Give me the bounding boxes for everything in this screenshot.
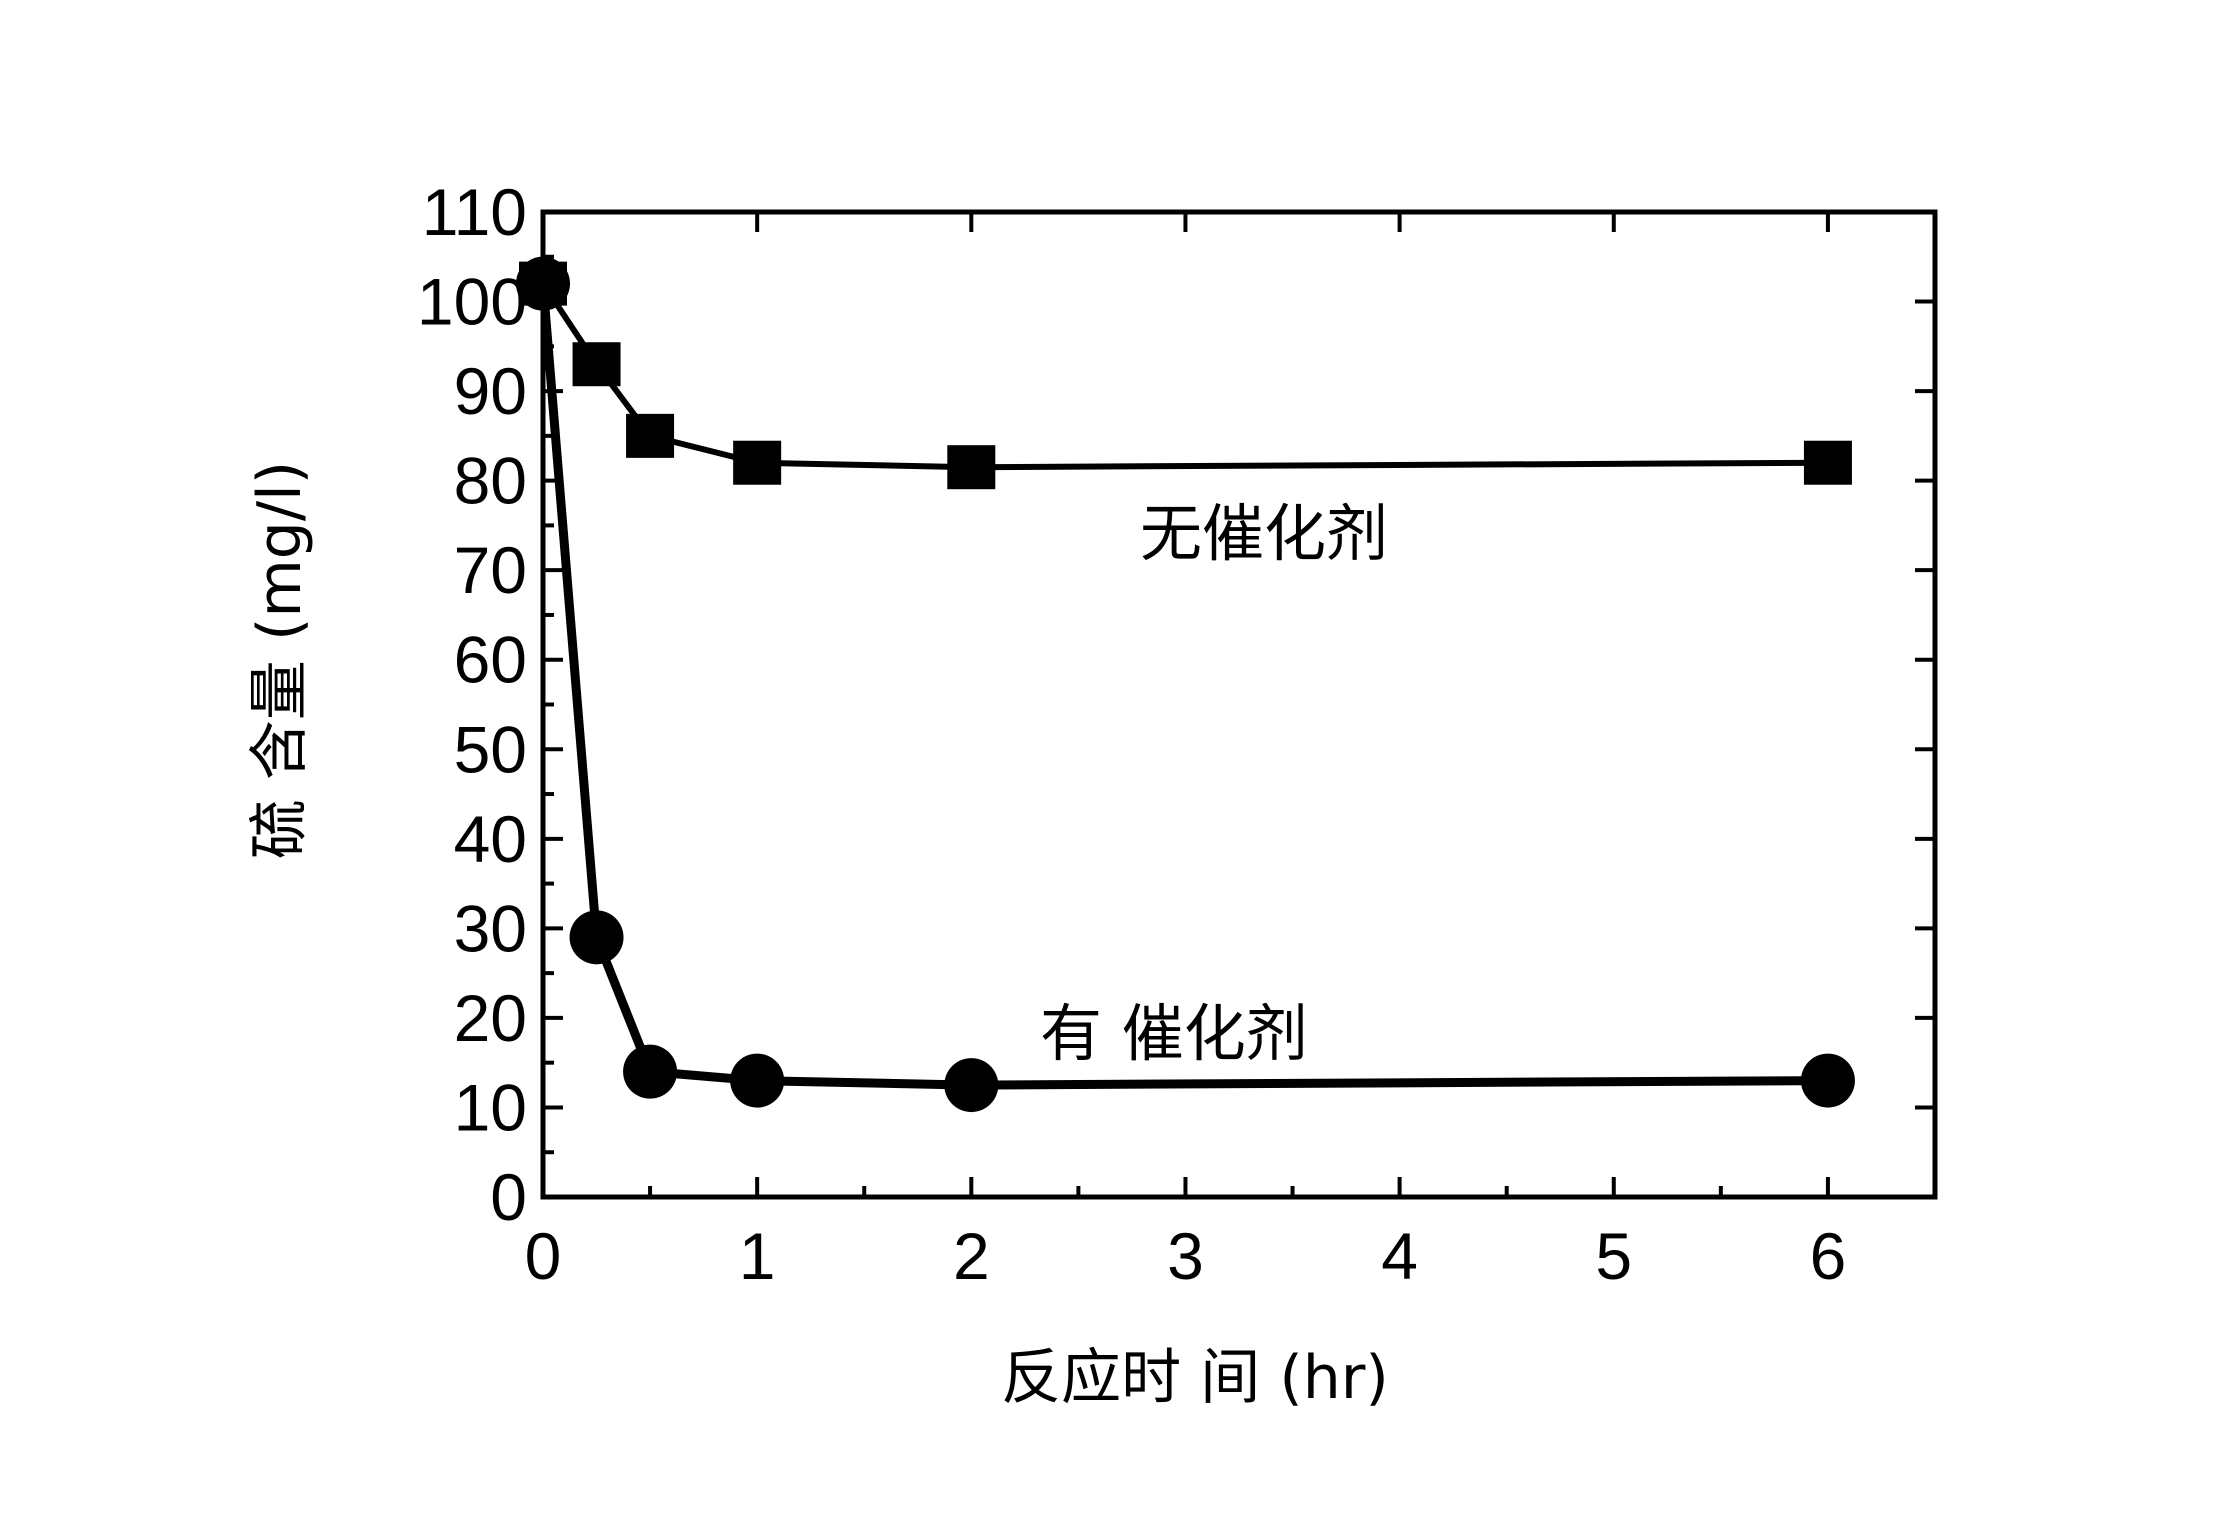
data-point-square bbox=[573, 342, 621, 386]
x-tick-label: 2 bbox=[953, 1219, 990, 1293]
x-tick-label: 0 bbox=[525, 1219, 562, 1293]
y-tick-label: 60 bbox=[454, 623, 527, 697]
data-point-circle bbox=[623, 1045, 677, 1099]
y-tick-label: 50 bbox=[454, 712, 527, 786]
data-point-circle bbox=[944, 1058, 998, 1112]
x-tick-label: 5 bbox=[1595, 1219, 1632, 1293]
data-point-circle bbox=[516, 257, 570, 311]
y-tick-label: 0 bbox=[490, 1160, 527, 1234]
series-label-with-catalyst: 有 催化剂 bbox=[1040, 997, 1308, 1070]
x-tick-label: 1 bbox=[739, 1219, 776, 1293]
y-tick-label: 40 bbox=[454, 802, 527, 876]
series-line-with-catalyst bbox=[543, 284, 1828, 1085]
series-label-no-catalyst: 无催化剂 bbox=[1140, 497, 1388, 570]
y-tick-label: 90 bbox=[454, 354, 527, 428]
y-tick-label: 70 bbox=[454, 533, 527, 607]
y-tick-label: 100 bbox=[417, 265, 527, 339]
y-tick-label: 20 bbox=[454, 981, 527, 1055]
x-tick-label: 3 bbox=[1167, 1219, 1204, 1293]
y-tick-label: 110 bbox=[422, 175, 527, 249]
data-point-square bbox=[947, 445, 995, 489]
series-line-no-catalyst bbox=[543, 284, 1828, 468]
data-point-square bbox=[1804, 441, 1852, 485]
x-axis-ticks: 0 1 2 3 4 5 6 bbox=[525, 212, 1847, 1293]
data-point-square bbox=[733, 441, 781, 485]
y-tick-label: 10 bbox=[454, 1070, 527, 1144]
x-tick-label: 4 bbox=[1381, 1219, 1418, 1293]
y-tick-label: 30 bbox=[454, 891, 527, 965]
data-point-circle bbox=[1801, 1054, 1855, 1108]
series-layer bbox=[516, 257, 1855, 1112]
y-tick-label: 80 bbox=[454, 444, 527, 518]
data-point-square bbox=[626, 414, 674, 458]
data-point-circle bbox=[730, 1054, 784, 1108]
y-axis-title: 硫 含量 (mg/l) bbox=[245, 461, 315, 859]
data-point-circle bbox=[570, 910, 624, 964]
x-tick-label: 6 bbox=[1810, 1219, 1847, 1293]
x-axis-title: 反应时 间 (hr) bbox=[1001, 1343, 1389, 1413]
